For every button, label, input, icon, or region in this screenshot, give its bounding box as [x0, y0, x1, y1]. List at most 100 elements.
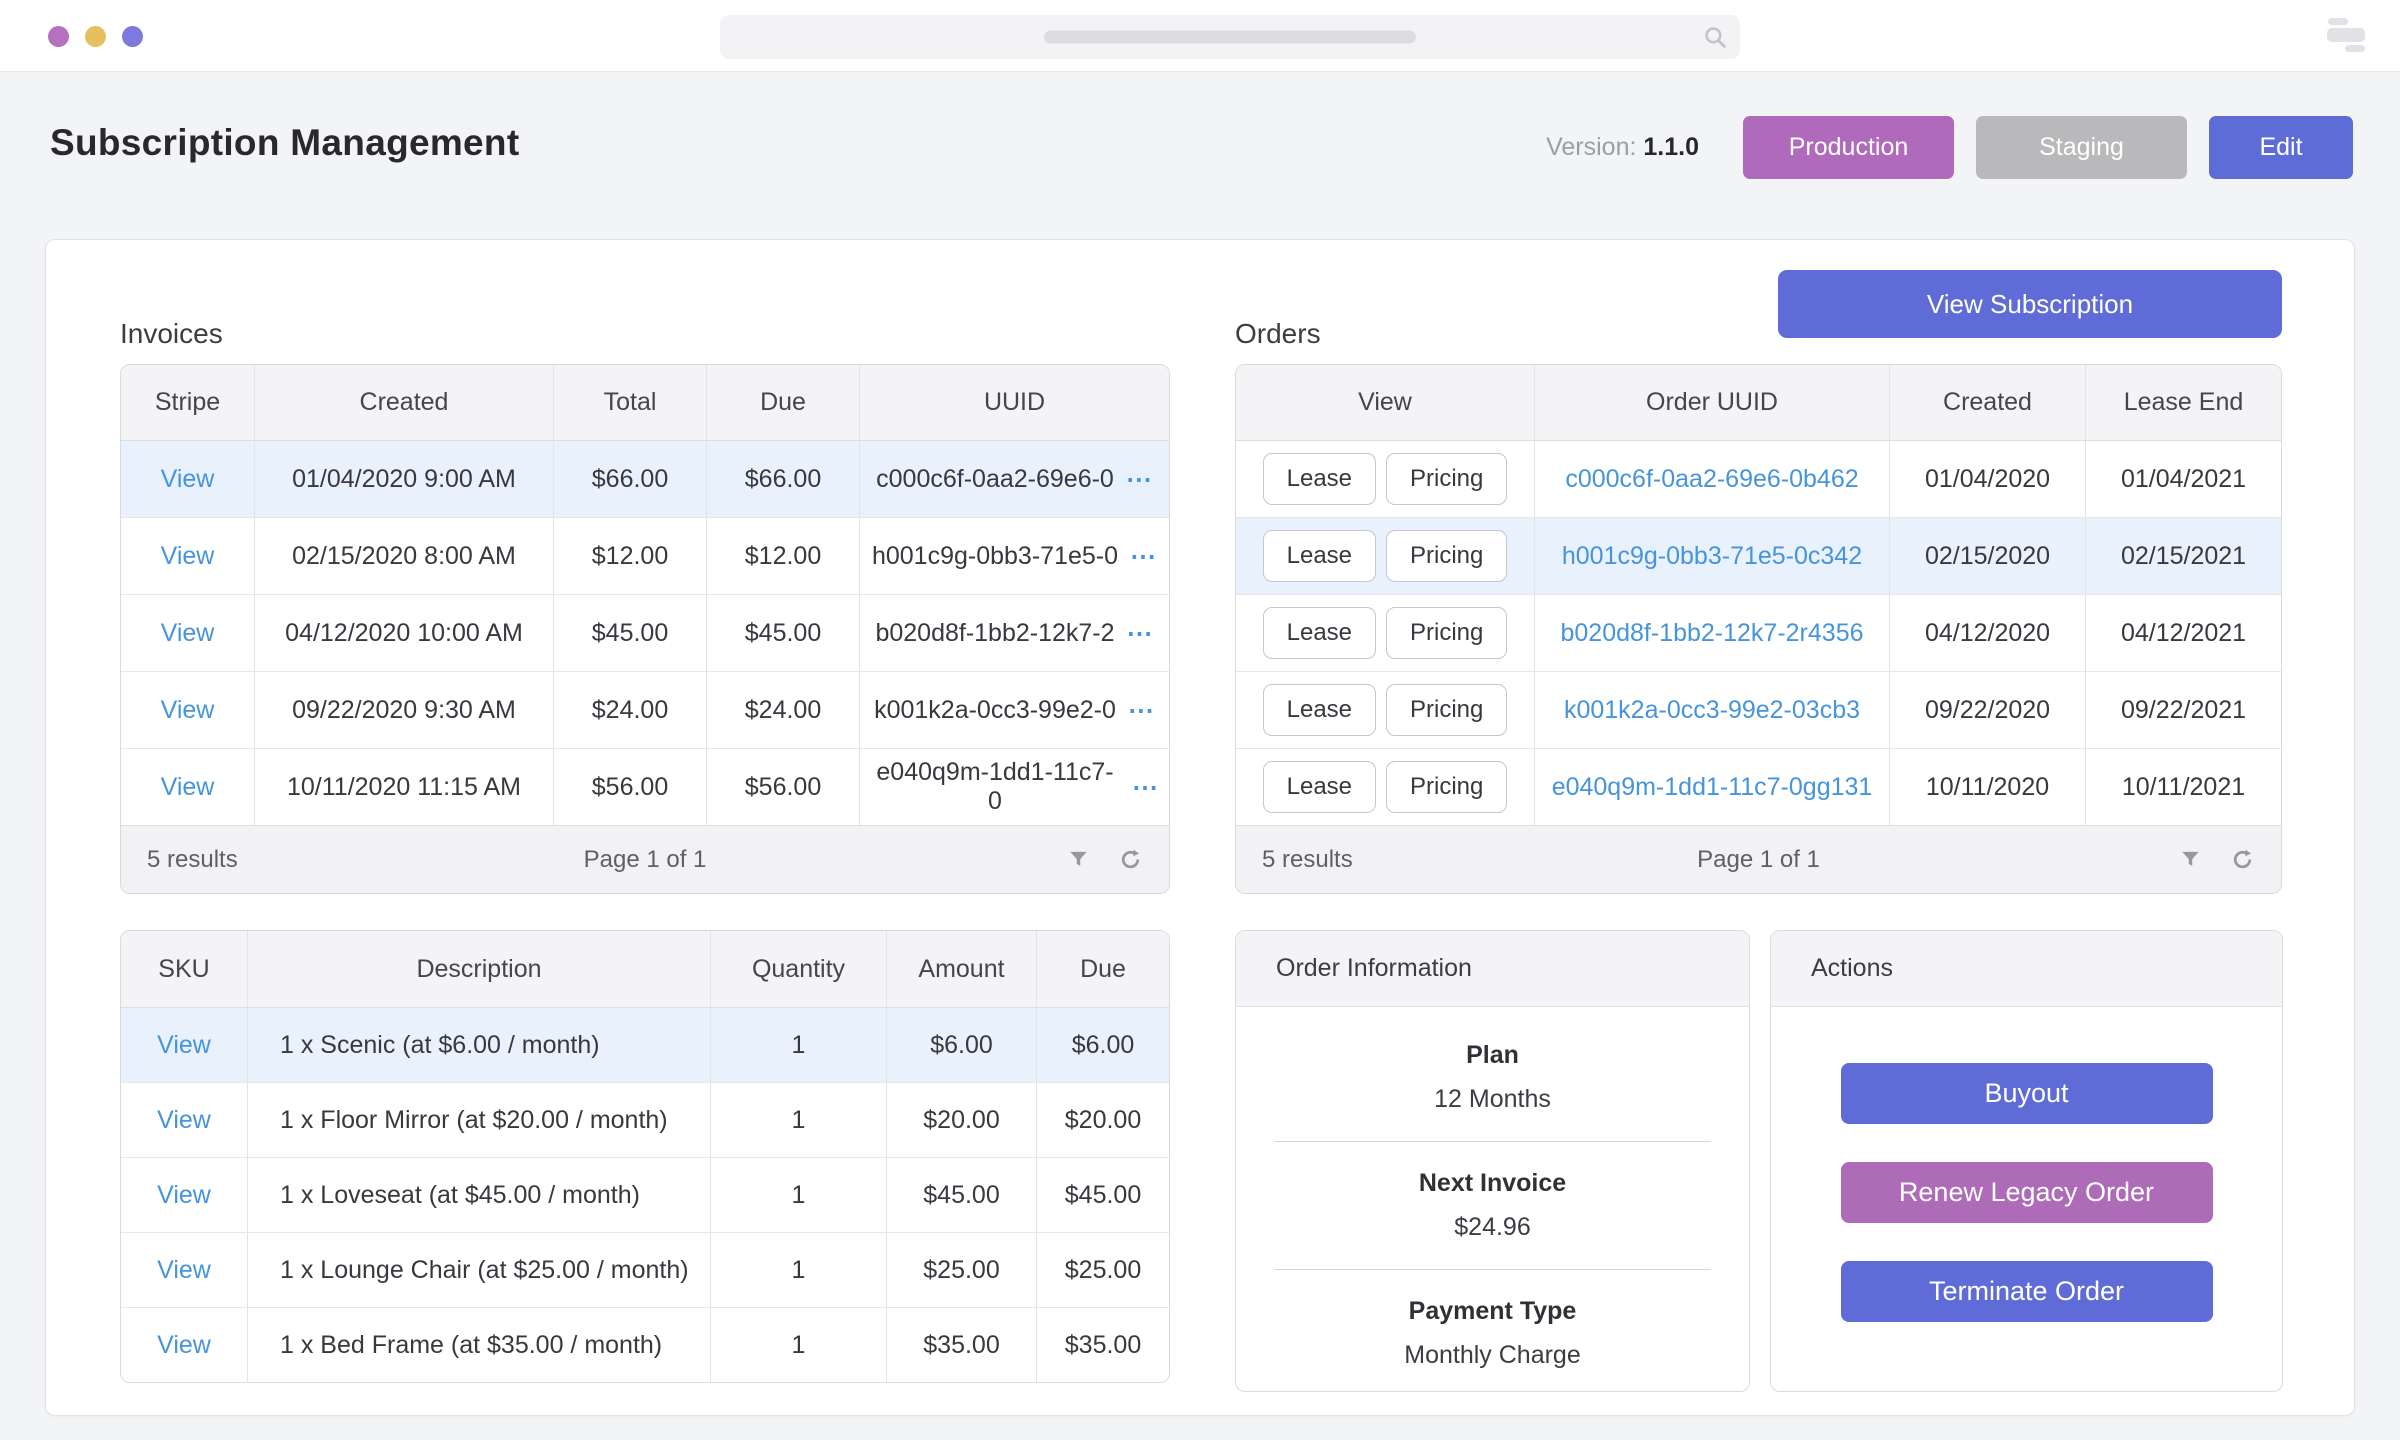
sku-view-link[interactable]: View — [157, 1330, 211, 1359]
ellipsis-icon[interactable]: ⋯ — [1130, 540, 1158, 571]
lease-button[interactable]: Lease — [1262, 761, 1377, 813]
order-uuid-link[interactable]: e040q9m-1dd1-11c7-0gg131 — [1551, 772, 1873, 801]
window-dot-minimize-icon[interactable] — [85, 26, 106, 47]
invoices-results-count: 5 results — [147, 845, 238, 873]
sku-description: 1 x Scenic (at $6.00 / month) — [248, 1008, 711, 1082]
renew-legacy-order-button[interactable]: Renew Legacy Order — [1840, 1162, 2213, 1223]
filter-icon[interactable] — [2179, 848, 2202, 871]
orders-table-footer: 5 results Page 1 of 1 — [1236, 825, 2281, 893]
address-search-bar[interactable] — [720, 15, 1740, 59]
view-subscription-button[interactable]: View Subscription — [1778, 270, 2282, 338]
sku-amount: $35.00 — [887, 1308, 1037, 1382]
sku-amount: $25.00 — [887, 1233, 1037, 1307]
sku-row: View 1 x Lounge Chair (at $25.00 / month… — [121, 1233, 1169, 1308]
order-information-panel: Order Information Plan 12 Months Next In… — [1235, 930, 1750, 1392]
menu-skeleton-icon[interactable] — [2327, 18, 2365, 52]
invoice-row: View 10/11/2020 11:15 AM $56.00 $56.00 e… — [121, 749, 1169, 825]
order-row: Lease Pricing e040q9m-1dd1-11c7-0gg131 1… — [1236, 749, 2281, 825]
next-invoice-label: Next Invoice — [1418, 1169, 1567, 1197]
order-created: 01/04/2020 — [1890, 441, 2086, 517]
next-invoice-value: $24.96 — [1454, 1213, 1531, 1241]
terminate-order-button[interactable]: Terminate Order — [1840, 1261, 2213, 1322]
sku-col-quantity: Quantity — [711, 931, 887, 1007]
sku-col-amount: Amount — [887, 931, 1037, 1007]
invoice-created: 01/04/2020 9:00 AM — [255, 441, 554, 517]
invoice-total: $45.00 — [554, 595, 707, 671]
ellipsis-icon[interactable]: ⋯ — [1132, 771, 1159, 802]
sku-row: View 1 x Bed Frame (at $35.00 / month) 1… — [121, 1308, 1169, 1382]
invoice-row: View 02/15/2020 8:00 AM $12.00 $12.00 h0… — [121, 518, 1169, 595]
ellipsis-icon[interactable]: ⋯ — [1126, 617, 1154, 648]
pricing-button[interactable]: Pricing — [1386, 607, 1508, 659]
order-uuid-link[interactable]: b020d8f-1bb2-12k7-2r4356 — [1560, 618, 1864, 647]
order-row: Lease Pricing c000c6f-0aa2-69e6-0b462 01… — [1236, 441, 2281, 518]
orders-section-title: Orders — [1235, 318, 1321, 349]
order-lease-end: 02/15/2021 — [2120, 541, 2247, 570]
browser-top-bar — [0, 0, 2400, 72]
refresh-icon[interactable] — [1118, 847, 1143, 872]
invoice-view-link[interactable]: View — [160, 772, 215, 801]
invoice-row: View 09/22/2020 9:30 AM $24.00 $24.00 k0… — [121, 672, 1169, 749]
order-lease-end: 01/04/2021 — [2120, 464, 2247, 493]
plan-value: 12 Months — [1434, 1085, 1551, 1113]
sku-view-link[interactable]: View — [157, 1030, 211, 1059]
pricing-button[interactable]: Pricing — [1386, 761, 1508, 813]
invoices-col-due: Due — [707, 365, 860, 440]
order-uuid-link[interactable]: c000c6f-0aa2-69e6-0b462 — [1565, 464, 1859, 493]
refresh-icon[interactable] — [2230, 847, 2255, 872]
order-created: 04/12/2020 — [1890, 595, 2086, 671]
search-icon[interactable] — [1702, 24, 1728, 55]
url-placeholder-bar — [1044, 30, 1416, 44]
invoice-view-link[interactable]: View — [160, 618, 215, 647]
sku-row: View 1 x Loveseat (at $45.00 / month) 1 … — [121, 1158, 1169, 1233]
plan-label: Plan — [1466, 1041, 1519, 1069]
window-dot-maximize-icon[interactable] — [122, 26, 143, 47]
invoice-due: $66.00 — [707, 441, 860, 517]
order-uuid-link[interactable]: h001c9g-0bb3-71e5-0c342 — [1561, 541, 1863, 570]
ellipsis-icon[interactable]: ⋯ — [1125, 463, 1153, 494]
sku-col-sku: SKU — [121, 931, 248, 1007]
pricing-button[interactable]: Pricing — [1386, 530, 1508, 582]
invoice-due: $45.00 — [707, 595, 860, 671]
sku-due: $35.00 — [1064, 1330, 1142, 1359]
order-created: 10/11/2020 — [1890, 749, 2086, 825]
sku-quantity: 1 — [711, 1158, 887, 1232]
sku-col-due: Due — [1037, 931, 1169, 1007]
order-lease-end: 04/12/2021 — [2120, 618, 2247, 647]
pricing-button[interactable]: Pricing — [1386, 453, 1508, 505]
sku-due: $25.00 — [1064, 1255, 1142, 1284]
orders-page-indicator: Page 1 of 1 — [1697, 845, 1820, 873]
lease-button[interactable]: Lease — [1262, 453, 1377, 505]
sku-description: 1 x Lounge Chair (at $25.00 / month) — [248, 1233, 711, 1307]
orders-col-view: View — [1236, 365, 1535, 440]
invoice-uuid: k001k2a-0cc3-99e2-0 — [874, 695, 1116, 724]
sku-view-link[interactable]: View — [157, 1255, 211, 1284]
sku-description: 1 x Floor Mirror (at $20.00 / month) — [248, 1083, 711, 1157]
sku-view-link[interactable]: View — [157, 1105, 211, 1134]
orders-col-created: Created — [1890, 365, 2086, 440]
lease-button[interactable]: Lease — [1262, 607, 1377, 659]
production-button[interactable]: Production — [1743, 116, 1954, 179]
invoice-view-link[interactable]: View — [160, 695, 215, 724]
lease-button[interactable]: Lease — [1262, 684, 1377, 736]
staging-button[interactable]: Staging — [1976, 116, 2187, 179]
sku-quantity: 1 — [711, 1083, 887, 1157]
order-uuid-link[interactable]: k001k2a-0cc3-99e2-03cb3 — [1563, 695, 1861, 724]
sku-due: $6.00 — [1071, 1030, 1135, 1059]
sku-description: 1 x Loveseat (at $45.00 / month) — [248, 1158, 711, 1232]
lease-button[interactable]: Lease — [1262, 530, 1377, 582]
sku-due: $20.00 — [1064, 1105, 1142, 1134]
ellipsis-icon[interactable]: ⋯ — [1127, 694, 1155, 725]
buyout-button[interactable]: Buyout — [1840, 1063, 2213, 1124]
invoice-total: $12.00 — [554, 518, 707, 594]
invoice-view-link[interactable]: View — [160, 464, 215, 493]
sku-view-link[interactable]: View — [157, 1180, 211, 1209]
edit-button[interactable]: Edit — [2209, 116, 2353, 179]
sku-amount: $20.00 — [887, 1083, 1037, 1157]
window-dot-close-icon[interactable] — [48, 26, 69, 47]
invoices-table-footer: 5 results Page 1 of 1 — [121, 825, 1169, 893]
pricing-button[interactable]: Pricing — [1386, 684, 1508, 736]
invoice-view-link[interactable]: View — [160, 541, 215, 570]
filter-icon[interactable] — [1067, 848, 1090, 871]
invoices-col-stripe: Stripe — [121, 365, 255, 440]
